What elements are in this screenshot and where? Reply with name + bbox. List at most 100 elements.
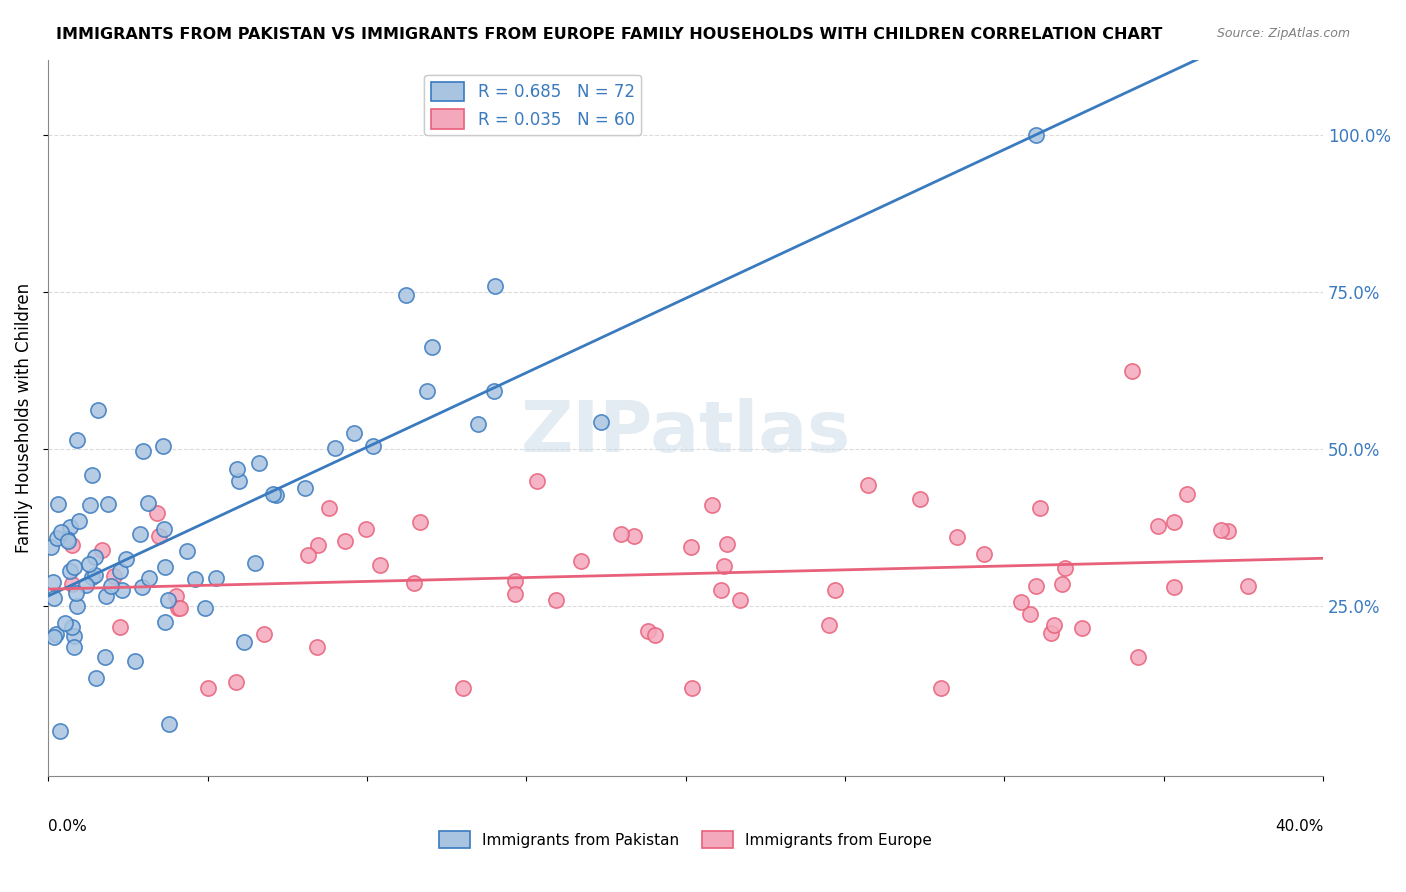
Point <box>56 532 79 546</box>
Point <box>644 628 666 642</box>
Point <box>451 681 474 696</box>
Point <box>67 514 90 528</box>
Point <box>409 515 432 529</box>
Point <box>60 538 83 552</box>
Point <box>197 681 219 696</box>
Point <box>96 589 118 603</box>
Point <box>153 522 176 536</box>
Point <box>83 549 105 564</box>
Text: 40.0%: 40.0% <box>1275 819 1323 834</box>
Point <box>152 439 174 453</box>
Point <box>571 553 593 567</box>
Point <box>194 600 217 615</box>
Point <box>129 527 152 541</box>
Point <box>156 593 179 607</box>
Point <box>46 496 69 510</box>
Point <box>297 548 319 562</box>
Point <box>526 474 548 488</box>
Point <box>1147 518 1170 533</box>
Point <box>589 416 612 430</box>
Point <box>1050 577 1073 591</box>
Point <box>59 564 82 578</box>
Point <box>1128 650 1150 665</box>
Point <box>929 681 952 696</box>
Point <box>184 572 207 586</box>
Point <box>395 288 418 302</box>
Point <box>546 592 568 607</box>
Point <box>65 433 87 447</box>
Text: IMMIGRANTS FROM PAKISTAN VS IMMIGRANTS FROM EUROPE FAMILY HOUSEHOLDS WITH CHILDR: IMMIGRANTS FROM PAKISTAN VS IMMIGRANTS F… <box>56 27 1163 42</box>
Point <box>713 558 735 573</box>
Point <box>1025 128 1047 142</box>
Point <box>363 439 385 453</box>
Point <box>63 560 86 574</box>
Point <box>973 548 995 562</box>
Point <box>53 616 76 631</box>
Point <box>1218 524 1240 538</box>
Point <box>205 571 228 585</box>
Point <box>146 506 169 520</box>
Point <box>131 580 153 594</box>
Point <box>111 583 134 598</box>
Point <box>60 576 83 591</box>
Point <box>482 384 505 399</box>
Point <box>157 717 180 731</box>
Point <box>83 567 105 582</box>
Point <box>1175 487 1198 501</box>
Point <box>637 624 659 639</box>
Point <box>60 620 83 634</box>
Point <box>243 556 266 570</box>
Point <box>824 582 846 597</box>
Point <box>132 444 155 458</box>
Point <box>233 635 256 649</box>
Point <box>44 631 66 645</box>
Point <box>63 640 86 654</box>
Point <box>623 529 645 543</box>
Point <box>108 619 131 633</box>
Point <box>84 671 107 685</box>
Point <box>354 522 377 536</box>
Point <box>1043 618 1066 632</box>
Point <box>484 279 506 293</box>
Point <box>56 533 79 548</box>
Point <box>710 582 733 597</box>
Point <box>264 488 287 502</box>
Point <box>333 534 356 549</box>
Point <box>77 557 100 571</box>
Point <box>42 575 65 590</box>
Point <box>679 540 702 554</box>
Point <box>49 723 72 738</box>
Point <box>51 524 73 539</box>
Point <box>610 527 633 541</box>
Point <box>44 591 66 605</box>
Point <box>228 474 250 488</box>
Point <box>79 498 101 512</box>
Point <box>1019 607 1042 622</box>
Point <box>75 578 97 592</box>
Point <box>1025 579 1047 593</box>
Point <box>45 627 67 641</box>
Point <box>1163 515 1185 529</box>
Text: 0.0%: 0.0% <box>48 819 87 834</box>
Point <box>148 529 170 543</box>
Text: Source: ZipAtlas.com: Source: ZipAtlas.com <box>1216 27 1350 40</box>
Point <box>728 592 751 607</box>
Point <box>856 478 879 492</box>
Point <box>82 468 104 483</box>
Point <box>467 417 489 432</box>
Point <box>945 530 967 544</box>
Point <box>97 497 120 511</box>
Point <box>1054 561 1077 575</box>
Text: ZIPatlas: ZIPatlas <box>520 398 851 467</box>
Point <box>66 599 89 613</box>
Point <box>818 617 841 632</box>
Point <box>93 649 115 664</box>
Point <box>681 681 703 696</box>
Point <box>59 520 82 534</box>
Point <box>41 541 63 555</box>
Point <box>1121 364 1143 378</box>
Point <box>505 574 527 588</box>
Point <box>253 627 276 641</box>
Point <box>124 655 146 669</box>
Point <box>225 462 247 476</box>
